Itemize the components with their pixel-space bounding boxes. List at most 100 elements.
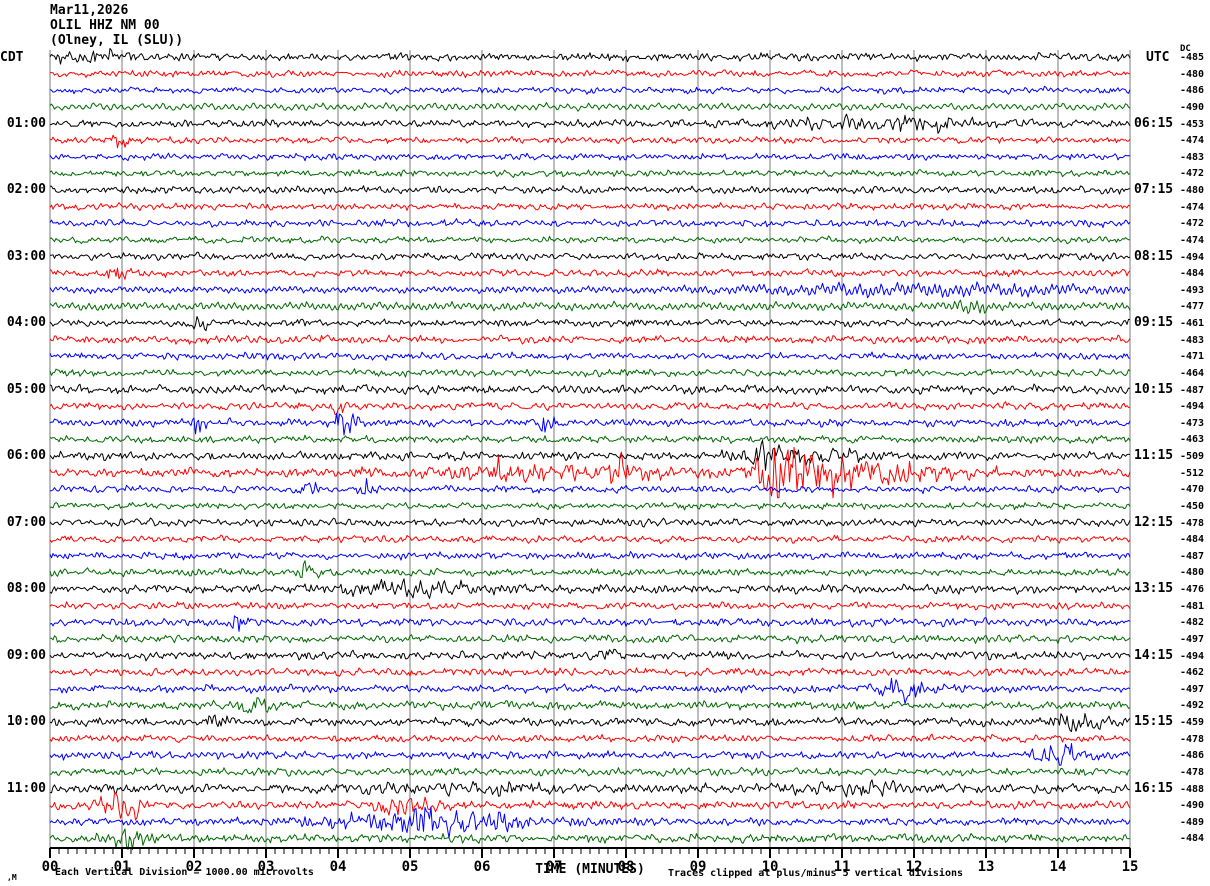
minute-gridlines <box>49 50 1131 848</box>
dc-offset-value-row-13: -484 <box>1180 268 1205 280</box>
dc-offset-value-row-28: -478 <box>1180 517 1205 529</box>
dc-offset-value-row-6: -483 <box>1180 151 1205 163</box>
dc-offset-value-row-36: -494 <box>1180 650 1205 662</box>
dc-offset-value-row-23: -463 <box>1180 434 1205 446</box>
station-location: (Olney, IL (SLU)) <box>50 33 184 48</box>
trace-row-25 <box>49 446 1131 499</box>
dc-offset-value-row-5: -474 <box>1180 135 1205 147</box>
tick-label-minute-03: 03 <box>258 859 275 875</box>
trace-row-10 <box>49 218 1131 228</box>
trace-row-26 <box>50 478 1131 495</box>
trace-row-39 <box>49 697 1131 714</box>
trace-row-6 <box>49 152 1131 162</box>
dc-offset-value-row-37: -462 <box>1180 667 1205 679</box>
dc-offset-value-row-19: -464 <box>1180 367 1205 379</box>
trace-row-41 <box>49 733 1131 744</box>
utc-hour-label-15:15: 15:15 <box>1134 714 1174 729</box>
trace-row-12 <box>50 251 1131 262</box>
tick-label-minute-01: 01 <box>114 859 131 875</box>
tick-label-minute-12: 12 <box>906 859 923 875</box>
utc-hour-label-06:15: 06:15 <box>1134 115 1174 131</box>
trace-row-28 <box>49 517 1131 528</box>
dc-offset-value-row-27: -450 <box>1180 500 1205 512</box>
trace-row-3 <box>49 102 1131 112</box>
trace-row-11 <box>49 235 1131 245</box>
dc-offset-value-row-9: -474 <box>1180 201 1205 213</box>
utc-hour-label-12:15: 12:15 <box>1134 514 1174 530</box>
dc-offset-value-row-33: -481 <box>1180 600 1205 612</box>
dc-offset-value-row-39: -492 <box>1180 700 1205 712</box>
utc-hour-label-07:15: 07:15 <box>1134 182 1174 197</box>
tick-label-minute-15: 15 <box>1122 859 1139 875</box>
dc-offset-value-row-3: -490 <box>1180 101 1205 113</box>
dc-offset-value-row-12: -494 <box>1180 251 1205 263</box>
dc-offset-value-row-8: -480 <box>1180 185 1205 196</box>
trace-row-47 <box>49 828 1131 851</box>
cdt-hour-label-04:00: 04:00 <box>6 315 46 330</box>
trace-row-15 <box>49 299 1131 315</box>
tick-label-minute-14: 14 <box>1050 859 1067 875</box>
dc-offset-value-row-34: -482 <box>1180 617 1205 629</box>
dc-offset-value-row-21: -494 <box>1180 401 1205 413</box>
trace-row-18 <box>49 351 1131 361</box>
trace-row-23 <box>49 434 1131 444</box>
trace-row-4 <box>49 113 1131 134</box>
cdt-hour-label-02:00: 02:00 <box>6 182 46 197</box>
trace-row-9 <box>49 202 1131 212</box>
dc-offset-value-row-7: -472 <box>1180 168 1205 180</box>
left-axis-header: CDT <box>0 50 24 65</box>
trace-row-20 <box>49 383 1131 396</box>
dc-offset-value-row-32: -476 <box>1180 584 1205 595</box>
trace-row-7 <box>49 168 1131 178</box>
trace-row-19 <box>49 368 1131 378</box>
dc-offset-value-row-14: -493 <box>1180 284 1205 296</box>
dc-offset-value-row-11: -474 <box>1180 234 1205 246</box>
trace-row-34 <box>49 615 1131 632</box>
cdt-hour-label-07:00: 07:00 <box>6 514 46 530</box>
dc-offset-value-row-41: -478 <box>1180 733 1205 745</box>
right-axis-header: UTC <box>1146 50 1170 65</box>
trace-row-8 <box>49 185 1131 195</box>
trace-row-22 <box>49 413 1131 436</box>
trace-row-36 <box>49 648 1131 662</box>
time-axis-label: TIME (MINUTES) <box>535 862 645 877</box>
utc-hour-label-10:15: 10:15 <box>1134 381 1174 397</box>
trace-row-2 <box>49 85 1131 95</box>
dc-offset-value-row-35: -497 <box>1180 633 1205 645</box>
clip-note: Traces clipped at plus/minus 5 vertical … <box>668 868 964 879</box>
cdt-hour-label-08:00: 08:00 <box>6 581 46 596</box>
corner-mark: ,M <box>7 873 17 882</box>
cdt-hour-label-01:00: 01:00 <box>6 115 46 131</box>
dc-offset-value-row-29: -484 <box>1180 534 1205 546</box>
trace-row-44 <box>49 779 1131 798</box>
trace-row-35 <box>50 633 1131 645</box>
dc-offset-value-row-38: -497 <box>1180 683 1205 695</box>
dc-offset-value-row-22: -473 <box>1180 417 1205 429</box>
tick-label-minute-05: 05 <box>402 859 419 875</box>
tick-label-minute-11: 11 <box>834 859 851 875</box>
plot-date: Mar11,2026 <box>50 3 129 18</box>
utc-hour-label-08:15: 08:15 <box>1134 248 1174 264</box>
dc-offset-value-row-24: -509 <box>1180 451 1205 462</box>
dc-offset-value-row-18: -471 <box>1180 351 1205 363</box>
trace-row-24 <box>49 439 1131 471</box>
cdt-hour-label-11:00: 11:00 <box>6 780 46 796</box>
dc-offset-value-row-43: -478 <box>1180 766 1205 778</box>
tick-label-minute-04: 04 <box>330 859 347 875</box>
trace-row-1 <box>49 69 1131 79</box>
trace-row-38 <box>49 677 1131 705</box>
cdt-hour-label-03:00: 03:00 <box>6 248 46 264</box>
dc-offset-value-row-16: -461 <box>1180 318 1205 329</box>
trace-row-14 <box>49 281 1131 299</box>
tick-label-minute-09: 09 <box>690 859 707 875</box>
dc-offset-value-row-45: -490 <box>1180 800 1205 812</box>
cdt-hour-label-06:00: 06:00 <box>6 448 46 463</box>
utc-hour-label-13:15: 13:15 <box>1134 581 1174 596</box>
dc-column-header: DC <box>1180 44 1191 54</box>
tick-label-minute-02: 02 <box>186 859 203 875</box>
trace-row-21 <box>49 401 1131 416</box>
trace-row-30 <box>49 551 1131 561</box>
dc-offset-value-row-15: -477 <box>1180 301 1205 313</box>
tick-label-minute-06: 06 <box>474 859 491 875</box>
